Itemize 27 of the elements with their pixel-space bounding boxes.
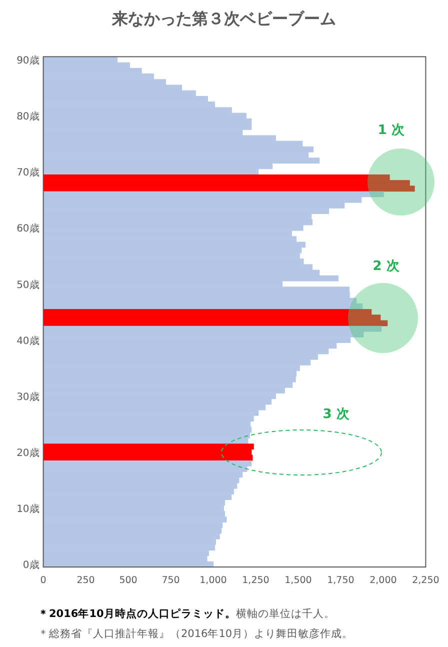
y-tick-label: 20歳 [16, 447, 40, 460]
y-tick-label: 0歳 [22, 559, 40, 572]
y-tick-label: 70歳 [16, 166, 40, 179]
annotation: 2 次 [372, 259, 400, 274]
text: ＊2016年10月時点の人口ピラミッド。 [38, 607, 236, 620]
x-tick-label: 1,250 [242, 575, 270, 586]
x-tick-label: 250 [76, 575, 95, 586]
y-tick-label: 40歳 [16, 334, 40, 347]
x-tick-label: 2,000 [370, 575, 397, 586]
x-tick-label: 0 [40, 575, 46, 586]
y-tick-label: 50歳 [16, 278, 40, 291]
y-tick-label: 30歳 [16, 390, 40, 403]
y-tick-label: 90歳 [16, 54, 40, 67]
y-tick-label: 10歳 [16, 503, 40, 516]
text: 横軸の単位は千人。 [236, 607, 335, 620]
x-tick-label: 2,250 [412, 575, 440, 586]
annotation: 1 次 [378, 123, 406, 138]
annotation: 3 次 [322, 407, 350, 422]
text: ＊総務省『人口推計年報』（2016年10月）より舞田敏彦作成。 [38, 627, 354, 640]
y-tick-label: 80歳 [16, 110, 40, 123]
x-tick-label: 500 [119, 575, 138, 586]
chart-title: 来なかった第３次ベビーブーム [111, 9, 336, 28]
x-tick-label: 1,500 [284, 575, 312, 586]
x-tick-label: 1,750 [327, 575, 354, 586]
x-tick-label: 750 [162, 575, 180, 586]
y-tick-label: 60歳 [16, 222, 40, 235]
x-tick-label: 1,000 [200, 575, 227, 586]
